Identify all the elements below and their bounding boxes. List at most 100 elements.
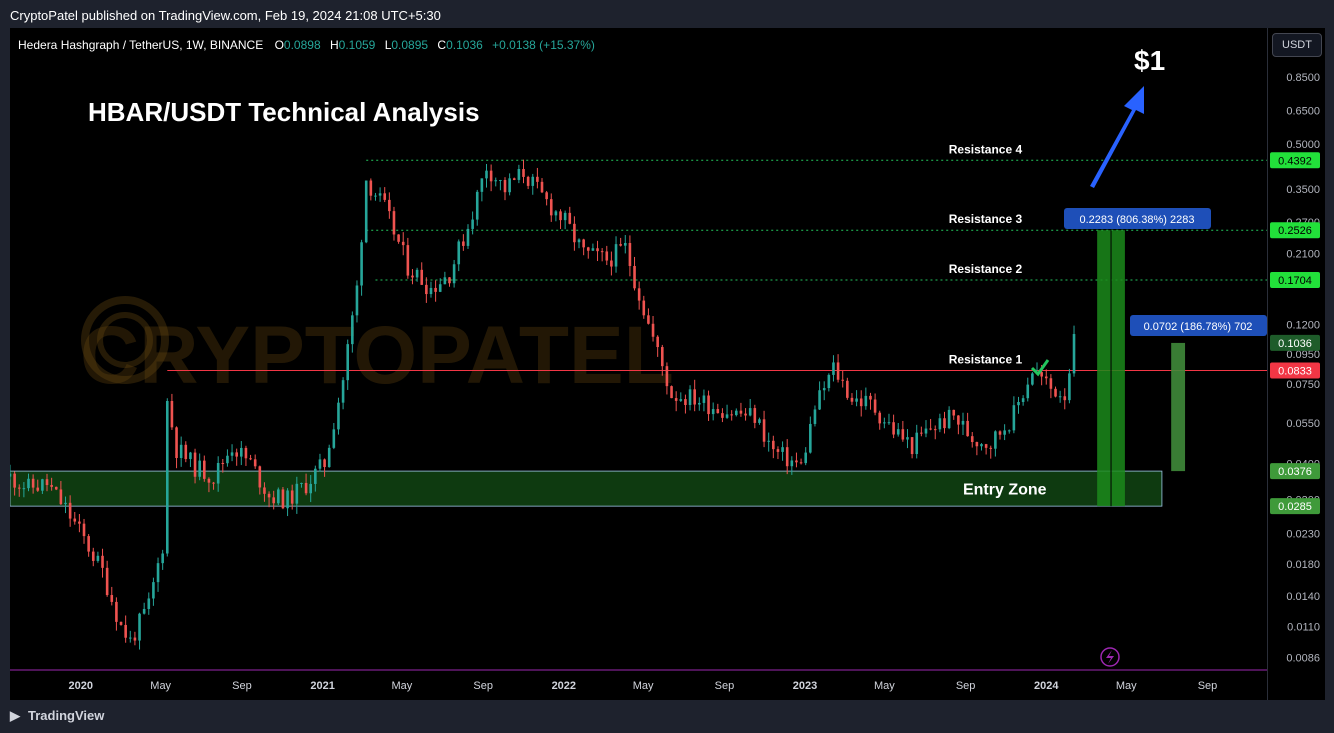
candle-body bbox=[13, 473, 16, 488]
candle-body bbox=[249, 458, 252, 460]
candle-body bbox=[73, 518, 77, 522]
candle-body bbox=[277, 489, 280, 504]
candle-body bbox=[429, 287, 433, 295]
candle-body bbox=[31, 478, 35, 488]
candle-body bbox=[859, 398, 863, 407]
candle-body bbox=[998, 431, 1002, 435]
candle-body bbox=[397, 234, 400, 242]
candle-body bbox=[383, 193, 387, 200]
price-tag: 0.0376 bbox=[1270, 463, 1320, 480]
x-tick-label: 2020 bbox=[68, 680, 92, 692]
chart-frame[interactable]: CRYPTOPATEL Entry Zone Resistance 4 Resis… bbox=[8, 28, 1267, 700]
entry-zone-box[interactable] bbox=[9, 470, 1163, 507]
entry-zone-label: Entry Zone bbox=[963, 482, 1047, 499]
candle-body bbox=[323, 459, 326, 468]
candle-body bbox=[346, 344, 350, 381]
candle-body bbox=[591, 248, 595, 251]
candle-body bbox=[846, 380, 849, 398]
tradingview-brand-label: TradingView bbox=[28, 708, 105, 723]
candle-body bbox=[536, 176, 539, 182]
candle-body bbox=[799, 462, 803, 464]
candle-body bbox=[337, 402, 340, 430]
candle-body bbox=[230, 452, 234, 456]
candle-body bbox=[128, 637, 132, 639]
candle-body bbox=[290, 490, 294, 504]
candle-body bbox=[300, 482, 303, 484]
candle-body bbox=[623, 242, 627, 246]
candle-body bbox=[226, 455, 229, 464]
candle-body bbox=[508, 178, 511, 193]
candle-body bbox=[952, 409, 956, 416]
candle-body bbox=[1058, 396, 1062, 398]
candle-body bbox=[147, 598, 151, 609]
candle-body bbox=[105, 567, 109, 596]
candle-body bbox=[619, 244, 622, 246]
candle-body bbox=[87, 536, 90, 552]
candle-body bbox=[730, 414, 733, 416]
candle-body bbox=[253, 459, 257, 467]
candle-body bbox=[568, 212, 572, 224]
candle-body bbox=[54, 486, 58, 490]
candle-body bbox=[605, 251, 609, 261]
candle-body bbox=[665, 366, 669, 387]
price-tag: 0.4392 bbox=[1270, 152, 1320, 169]
price-chart[interactable]: CRYPTOPATEL Entry Zone Resistance 4 Resis… bbox=[8, 28, 1267, 700]
candle-body bbox=[485, 170, 488, 179]
candle-body bbox=[989, 447, 993, 449]
target-label: $1 bbox=[1134, 45, 1165, 76]
candle-body bbox=[772, 440, 775, 450]
candle-body bbox=[443, 277, 447, 285]
svg-text:0.1036: 0.1036 bbox=[1278, 338, 1312, 350]
candle-body bbox=[286, 490, 289, 509]
candle-body bbox=[202, 460, 206, 479]
y-tick-label: 0.6500 bbox=[1286, 106, 1320, 118]
candle-body bbox=[637, 288, 641, 301]
candle-body bbox=[522, 169, 525, 177]
svg-text:0.1704: 0.1704 bbox=[1278, 275, 1312, 287]
candle-body bbox=[540, 181, 544, 193]
candle-body bbox=[1021, 398, 1025, 402]
svg-text:0.0376: 0.0376 bbox=[1278, 466, 1312, 478]
price-tag: 0.1704 bbox=[1270, 271, 1320, 288]
candle-body bbox=[610, 260, 613, 267]
candle-body bbox=[1003, 430, 1006, 435]
x-tick-label: May bbox=[633, 680, 654, 692]
svg-text:0.0702 (186.78%) 702: 0.0702 (186.78%) 702 bbox=[1144, 321, 1253, 333]
svg-text:0.0833: 0.0833 bbox=[1278, 366, 1312, 378]
candle-body bbox=[189, 452, 192, 460]
tradingview-brand[interactable]: ▶ TradingView bbox=[10, 708, 104, 724]
measure-box-current[interactable] bbox=[1171, 342, 1186, 472]
candle-body bbox=[1049, 378, 1053, 389]
candle-body bbox=[878, 412, 882, 424]
x-tick-label: Sep bbox=[715, 680, 735, 692]
candle-body bbox=[101, 555, 104, 568]
candle-body bbox=[776, 449, 780, 452]
x-tick-label: May bbox=[874, 680, 895, 692]
candle-body bbox=[295, 483, 299, 504]
candle-body bbox=[364, 180, 368, 243]
candle-body bbox=[633, 265, 636, 289]
candle-body bbox=[924, 428, 928, 434]
lightning-icon[interactable] bbox=[1100, 647, 1120, 667]
candle-body bbox=[96, 555, 100, 561]
price-tag: 0.0833 bbox=[1270, 362, 1320, 379]
candle-body bbox=[304, 482, 308, 494]
y-tick-label: 0.0180 bbox=[1286, 559, 1320, 571]
candle-body bbox=[165, 401, 169, 554]
candle-body bbox=[41, 479, 44, 491]
currency-button[interactable]: USDT bbox=[1272, 33, 1322, 57]
candle-body bbox=[758, 419, 761, 423]
candle-body bbox=[466, 228, 470, 246]
candle-body bbox=[896, 429, 900, 435]
candle-body bbox=[341, 380, 345, 403]
x-tick-label: Sep bbox=[1198, 680, 1218, 692]
candle-body bbox=[698, 402, 701, 405]
x-tick-label: 2022 bbox=[552, 680, 576, 692]
svg-text:0.0285: 0.0285 bbox=[1278, 501, 1312, 513]
candle-body bbox=[554, 211, 558, 216]
candle-body bbox=[314, 468, 317, 484]
price-axis[interactable]: 1.10000.85000.65000.50000.35000.27000.21… bbox=[1267, 28, 1325, 700]
candle-body bbox=[452, 264, 456, 284]
candle-body bbox=[263, 487, 266, 494]
level-label-resistance-2: Resistance 2 bbox=[949, 262, 1023, 276]
